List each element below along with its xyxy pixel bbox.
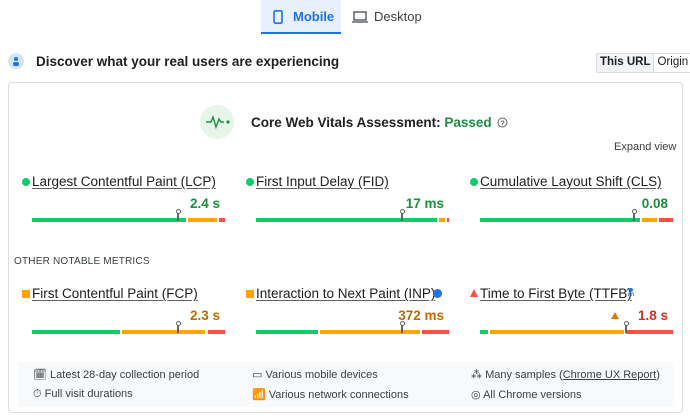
distribution-marker-head: [623, 321, 629, 326]
distribution-marker: [177, 323, 180, 333]
distribution-marker-head: [399, 209, 405, 214]
metric-value: 17 ms: [405, 196, 444, 211]
distribution-segment: [256, 218, 438, 222]
distribution-segment: [626, 330, 673, 334]
assessment-icon: [200, 105, 234, 139]
status-indicator: [246, 178, 254, 186]
distribution-marker: [401, 323, 404, 333]
footer-item: ◎ All Chrome versions: [471, 389, 582, 401]
metric-name[interactable]: Time to First Byte (TTFB): [480, 286, 632, 301]
metric-name[interactable]: Cumulative Layout Shift (CLS): [480, 174, 662, 189]
distribution-marker-head: [399, 321, 405, 326]
distribution-segment: [659, 218, 673, 222]
footer-text: All Chrome versions: [483, 389, 582, 401]
distribution-segment: [489, 330, 625, 334]
toggle: This URL Origin: [596, 53, 690, 73]
metric-name[interactable]: First Input Delay (FID): [256, 174, 389, 189]
assessment-label: Core Web Vitals Assessment:: [251, 115, 441, 130]
footer-text: Latest 28-day collection period: [50, 369, 200, 381]
status-indicator: [470, 178, 478, 186]
distribution-marker: [177, 211, 180, 221]
metric-value: 1.8 s: [637, 308, 668, 323]
tab-label: Mobile: [293, 9, 335, 24]
distribution-marker: [625, 323, 628, 333]
warn-icon: [611, 312, 619, 319]
distribution-marker: [633, 211, 636, 221]
footer-text: Many samples (: [485, 369, 563, 381]
help-icon[interactable]: ?: [497, 117, 508, 128]
status-indicator: [470, 289, 478, 297]
distribution-marker: [401, 211, 404, 221]
distribution-segment: [480, 218, 640, 222]
distribution-marker-head: [175, 321, 181, 326]
distribution-segment: [256, 330, 319, 334]
status-indicator: [22, 290, 30, 298]
footer-item: ▭ Various mobile devices: [252, 369, 378, 381]
footer-text: Various network connections: [268, 389, 409, 401]
metric-name[interactable]: Interaction to Next Paint (INP): [256, 286, 436, 301]
distribution-segment: [32, 330, 120, 334]
status-indicator: [22, 178, 30, 186]
metric-name[interactable]: First Contentful Paint (FCP): [32, 286, 198, 301]
info-icon: [433, 289, 442, 298]
section-title: OTHER NOTABLE METRICS: [14, 256, 150, 267]
users-icon: [8, 53, 24, 69]
distribution-segment: [447, 218, 449, 222]
metric-value: 2.4 s: [189, 196, 220, 211]
footer-item: 📶 Various network connections: [252, 389, 409, 401]
metric-value: 2.3 s: [189, 308, 220, 323]
svg-text:?: ?: [501, 118, 506, 127]
metric-value: 0.08: [641, 196, 668, 211]
metric-name[interactable]: Largest Contentful Paint (LCP): [32, 174, 216, 189]
distribution-segment: [207, 330, 225, 334]
card: [8, 82, 683, 413]
distribution-segment: [320, 330, 420, 334]
section-heading: Discover what your real users are experi…: [36, 54, 340, 69]
tab-selected[interactable]: Mobile: [261, 0, 341, 34]
distribution-segment: [121, 330, 206, 334]
footer-text: Various mobile devices: [265, 369, 378, 381]
status-indicator: [246, 290, 254, 298]
distribution-segment: [439, 218, 446, 222]
assessment-status: Passed: [444, 115, 492, 130]
toggle-option[interactable]: Origin: [653, 54, 690, 72]
distribution-segment: [219, 218, 225, 222]
footer-item: 🗓 Latest 28-day collection period: [33, 369, 200, 381]
footer-item: ⏱ Full visit durations: [33, 388, 133, 400]
expand-link[interactable]: Expand view: [614, 141, 677, 153]
footer-text: ): [656, 369, 660, 381]
tab[interactable]: Desktop: [345, 0, 430, 34]
assessment: Core Web Vitals Assessment: Passed ?: [251, 115, 508, 130]
footer-link[interactable]: Chrome UX Report: [562, 369, 657, 381]
distribution-marker-head: [631, 209, 637, 214]
distribution-segment: [32, 218, 186, 222]
distribution-marker-head: [175, 209, 181, 214]
tab-label: Desktop: [374, 9, 422, 24]
metric-value: 372 ms: [398, 308, 444, 323]
distribution-segment: [421, 330, 449, 334]
toggle-option[interactable]: This URL: [597, 54, 654, 72]
footer-text: Full visit durations: [44, 388, 133, 400]
phone-icon: [273, 10, 283, 24]
distribution-segment: [188, 218, 218, 222]
footer-item: ⁂ Many samples (Chrome UX Report): [471, 369, 660, 381]
distribution-segment: [641, 218, 658, 222]
lab-icon: ⚗: [625, 287, 635, 299]
footer: [18, 362, 674, 407]
distribution-segment: [480, 330, 488, 334]
desktop-icon: [352, 11, 368, 23]
